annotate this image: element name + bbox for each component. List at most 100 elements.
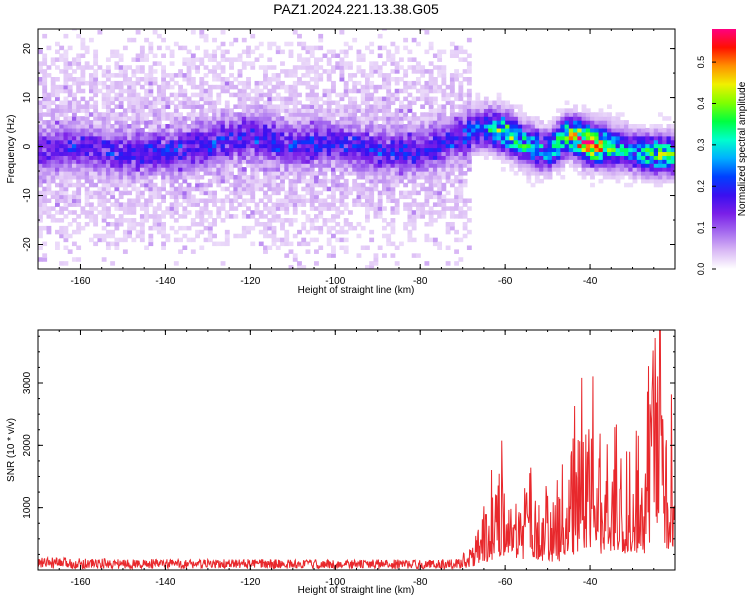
spectrogram-cell — [59, 100, 65, 106]
spectrogram-cell — [407, 233, 413, 239]
spectrogram-cell — [59, 135, 65, 141]
spectrogram-cell — [46, 124, 52, 129]
spectrogram-cell — [373, 120, 379, 125]
spectrogram-cell — [369, 69, 375, 74]
spectrogram-cell — [297, 65, 302, 70]
spectrogram-cell — [224, 139, 230, 145]
spectrogram-cell — [76, 167, 82, 172]
spectrogram-cell — [101, 135, 107, 141]
spectrogram-cell — [76, 257, 82, 262]
spectrogram-cell — [432, 171, 438, 176]
spectrogram-cell — [373, 178, 379, 184]
spectrogram-cell — [195, 45, 200, 51]
spectrogram-cell — [182, 163, 188, 168]
spectrogram-cell — [458, 124, 464, 129]
spectrogram-cell — [182, 45, 188, 51]
spectrogram-cell — [653, 182, 659, 188]
spectrogram-cell — [556, 108, 561, 113]
spectrogram-cell — [241, 147, 247, 153]
spectrogram-cell — [462, 100, 468, 106]
spectrogram-cell — [105, 163, 111, 168]
spectrogram-cell — [314, 225, 319, 231]
spectrogram-cell — [186, 225, 192, 231]
spectrogram-cell — [369, 178, 375, 184]
spectrogram-cell — [105, 77, 111, 82]
spectrogram-cell — [161, 178, 166, 184]
spectrogram-cell — [54, 120, 60, 125]
spectrogram-cell — [152, 186, 158, 192]
spectrogram-cell — [156, 155, 162, 160]
spectrogram-cell — [530, 147, 536, 153]
spectrogram-cell — [292, 218, 298, 223]
spectrogram-cell — [628, 159, 634, 164]
spectrogram-cell — [415, 88, 421, 94]
spectrogram-cell — [110, 174, 116, 180]
spectrogram-cell — [271, 174, 277, 180]
spectrogram-cell — [500, 104, 506, 109]
spectrogram-cell — [369, 147, 375, 153]
spectrogram-cell — [356, 53, 362, 59]
spectrogram-cell — [220, 178, 226, 184]
spectrogram-cell — [607, 174, 612, 180]
spectrogram-cell — [50, 171, 56, 176]
spectrogram-cell — [169, 143, 175, 149]
spectrogram-cell — [454, 229, 460, 235]
spectrogram-cell — [369, 229, 375, 235]
spectrogram-cell — [165, 159, 171, 164]
spectrogram-cell — [152, 112, 158, 117]
spectrogram-cell — [339, 167, 345, 172]
spectrogram-cell — [131, 124, 137, 129]
spectrogram-cell — [479, 127, 485, 133]
spectrogram-cell — [458, 257, 464, 262]
spectrogram-cell — [581, 159, 587, 164]
spectrogram-cell — [322, 202, 328, 207]
spectrogram-cell — [135, 29, 141, 35]
spectrogram-cell — [526, 167, 532, 172]
spectrogram-cell — [496, 135, 502, 141]
spectrogram-cell — [377, 245, 383, 251]
spectrogram-cell — [369, 41, 375, 47]
spectrogram-cell — [632, 171, 638, 176]
spectrogram-cell — [173, 80, 179, 86]
spectrogram-cell — [195, 147, 200, 153]
spectrogram-cell — [364, 124, 370, 129]
spectrogram-cell — [50, 194, 56, 200]
spectrogram-cell — [475, 147, 481, 153]
spectrogram-cell — [500, 155, 506, 160]
spectrogram-cell — [80, 104, 86, 109]
spectrogram-cell — [229, 57, 234, 62]
spectrogram-cell — [80, 41, 86, 47]
spectrogram-cell — [348, 135, 353, 141]
spectrogram-cell — [432, 210, 438, 215]
spectrogram-cell — [42, 77, 48, 82]
spectrogram-cell — [195, 186, 200, 192]
spectrogram-cell — [263, 139, 268, 145]
spectrogram-cell — [122, 202, 128, 207]
spectrogram-cell — [326, 77, 332, 82]
spectrogram-cell — [611, 151, 617, 156]
spectrogram-cell — [335, 214, 341, 219]
spectrogram-cell — [394, 92, 400, 98]
spectrogram-cell — [641, 135, 646, 141]
spectrogram-cell — [424, 237, 430, 243]
spectrogram-cell — [590, 151, 595, 156]
spectrogram-cell — [97, 178, 103, 184]
spectrogram-cell — [343, 112, 349, 117]
spectrogram-cell — [297, 131, 302, 137]
spectrogram-cell — [161, 159, 166, 164]
spectrogram-cell — [398, 88, 404, 94]
spectrogram-cell — [246, 96, 251, 102]
spectrogram-cell — [314, 155, 319, 160]
spectrogram-cell — [398, 194, 404, 200]
spectrogram-cell — [67, 174, 73, 180]
spectrogram-cell — [432, 124, 438, 129]
spectrogram-cell — [407, 116, 413, 121]
spectrogram-cell — [80, 155, 86, 160]
spectrogram-cell — [46, 147, 52, 153]
spectrogram-cell — [594, 167, 600, 172]
spectrogram-cell — [411, 147, 417, 153]
spectrogram-cell — [63, 245, 69, 251]
spectrogram-cell — [71, 229, 77, 235]
spectrogram-cell — [309, 163, 315, 168]
